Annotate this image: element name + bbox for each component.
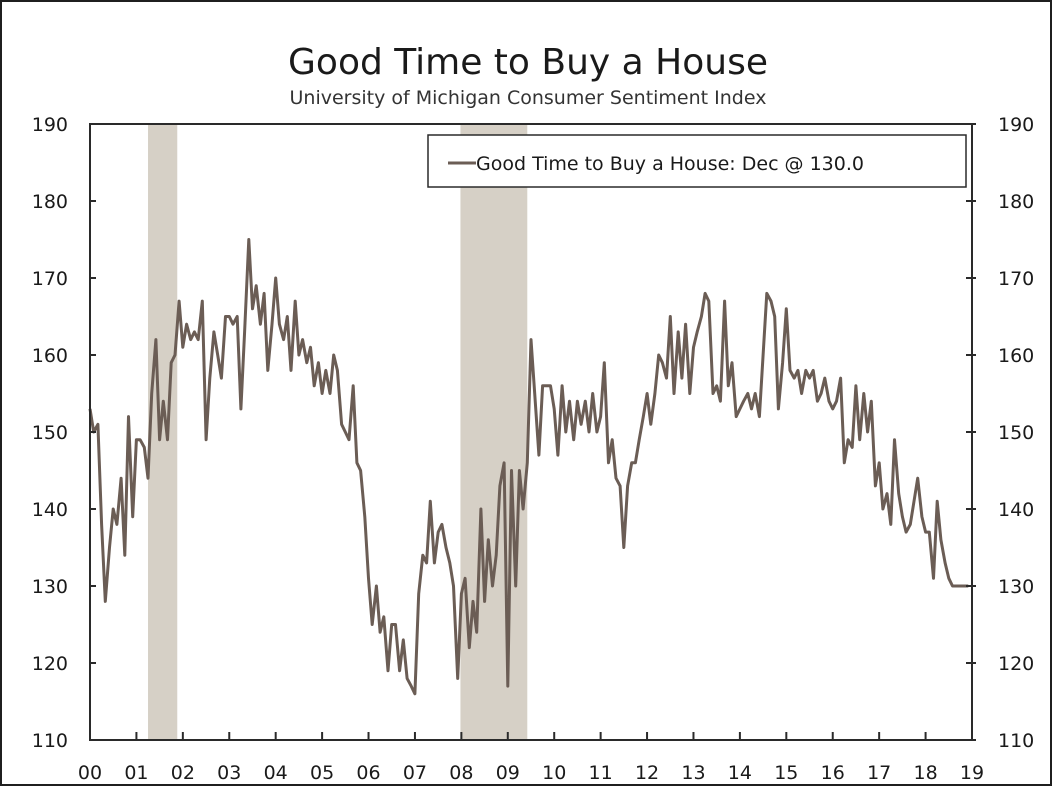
right-tick-label: 190: [998, 114, 1034, 136]
left-tick-label: 170: [32, 268, 68, 290]
x-tick-label: 18: [913, 762, 937, 784]
left-tick-label: 150: [32, 422, 68, 444]
left-tick-label: 190: [32, 114, 68, 136]
x-tick-label: 02: [171, 762, 195, 784]
x-tick-label: 10: [542, 762, 566, 784]
left-tick-label: 140: [32, 499, 68, 521]
right-tick-label: 140: [998, 499, 1034, 521]
x-tick-label: 01: [124, 762, 148, 784]
right-tick-label: 180: [998, 191, 1034, 213]
x-tick-label: 11: [589, 762, 613, 784]
recession-band-0: [148, 124, 178, 740]
right-tick-label: 150: [998, 422, 1034, 444]
right-tick-label: 170: [998, 268, 1034, 290]
right-tick-label: 120: [998, 653, 1034, 675]
right-tick-label: 130: [998, 576, 1034, 598]
x-tick-label: 07: [403, 762, 427, 784]
x-tick-label: 15: [774, 762, 798, 784]
x-tick-label: 16: [821, 762, 845, 784]
right-y-axis: 110 120 130 140 150 160 170 180 190: [966, 114, 1034, 752]
left-tick-label: 160: [32, 345, 68, 367]
x-axis: 00 01 02 03 04 05 06 07 08 09 10 11 12 13 14 15 16 17 18 19: [78, 732, 984, 784]
x-tick-label: 13: [681, 762, 705, 784]
x-tick-label: 04: [264, 762, 288, 784]
legend: Good Time to Buy a House: Dec @ 130.0: [427, 134, 967, 188]
left-tick-label: 180: [32, 191, 68, 213]
x-tick-label: 00: [78, 762, 102, 784]
x-tick-label: 05: [310, 762, 334, 784]
x-tick-label: 14: [728, 762, 752, 784]
x-tick-label: 19: [960, 762, 984, 784]
x-tick-label: 06: [356, 762, 380, 784]
x-tick-label: 03: [217, 762, 241, 784]
plot-area-border: [89, 123, 973, 741]
x-tick-label: 17: [867, 762, 891, 784]
x-tick-label: 09: [496, 762, 520, 784]
legend-entry: Good Time to Buy a House: Dec @ 130.0: [476, 153, 864, 175]
series-line-0: [88, 238, 969, 696]
left-tick-label: 130: [32, 576, 68, 598]
chart-subtitle: University of Michigan Consumer Sentimen…: [290, 87, 767, 109]
left-y-axis: 110 120 130 140 150 160 170 180 190: [32, 114, 96, 752]
left-tick-label: 120: [32, 653, 68, 675]
chart-title: Good Time to Buy a House: [288, 42, 768, 83]
x-tick-label: 12: [635, 762, 659, 784]
series-layer: [88, 238, 969, 696]
left-tick-label: 110: [32, 730, 68, 752]
right-tick-label: 160: [998, 345, 1034, 367]
legend-box: [427, 134, 967, 188]
x-tick-label: 08: [449, 762, 473, 784]
right-tick-label: 110: [998, 730, 1034, 752]
